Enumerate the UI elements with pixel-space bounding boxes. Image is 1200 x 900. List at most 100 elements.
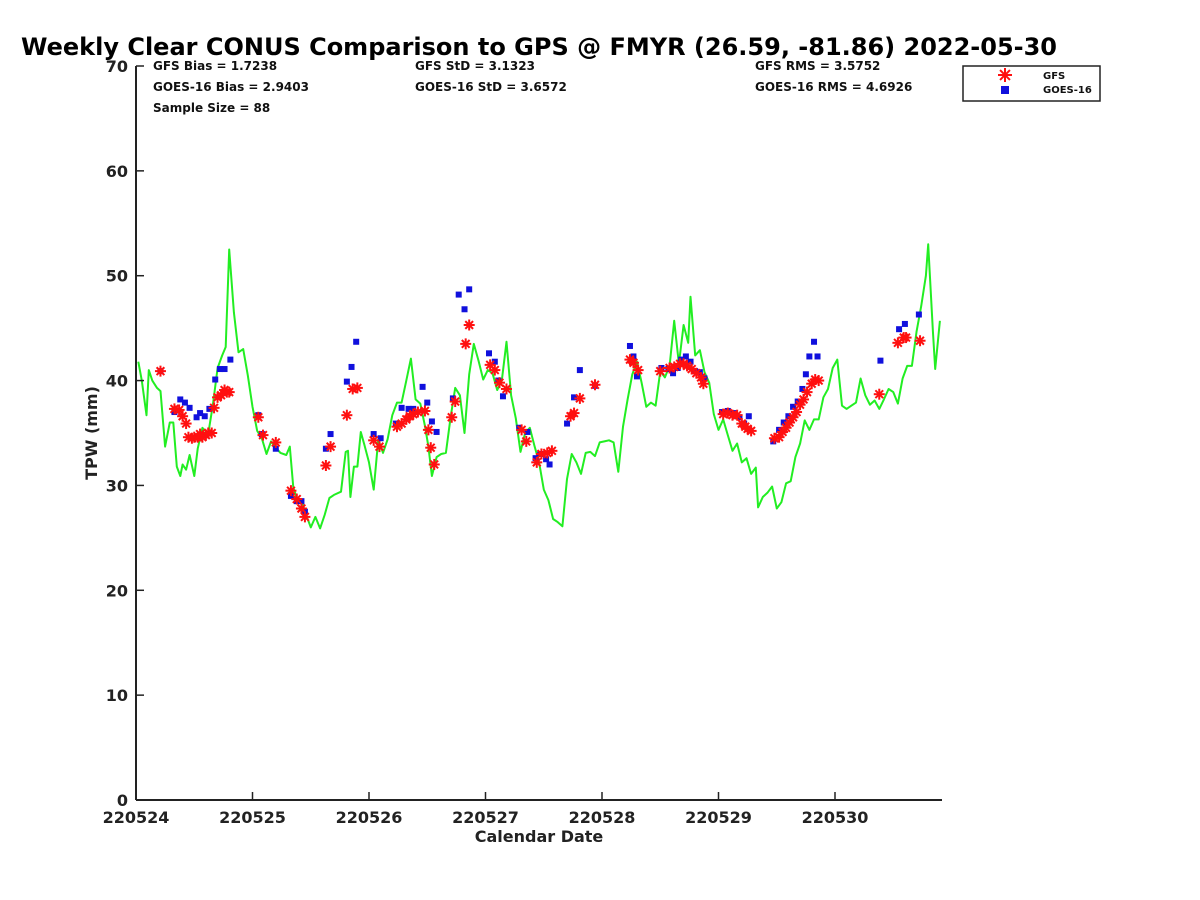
- goes-point: [785, 413, 792, 420]
- gfs-point: [419, 405, 431, 417]
- goes-point: [770, 438, 777, 445]
- goes-rms: GOES-16 RMS = 4.6926: [755, 80, 912, 94]
- goes-point: [206, 405, 213, 412]
- gfs-point: [632, 364, 644, 376]
- x-tick-label: 220524: [103, 808, 170, 827]
- x-tick-label: 220527: [452, 808, 519, 827]
- goes-bias: GOES-16 Bias = 2.9403: [153, 80, 309, 94]
- goes-point: [419, 383, 426, 390]
- legend-box: [962, 65, 1101, 102]
- goes-point: [499, 393, 506, 400]
- goes-point: [901, 320, 908, 327]
- goes-point: [212, 376, 219, 383]
- goes-point: [392, 420, 399, 427]
- gfs-point: [493, 377, 505, 389]
- gfs-point: [449, 396, 461, 408]
- goes-point: [799, 385, 806, 392]
- goes-point: [455, 291, 462, 298]
- legend-goes-marker: [1001, 86, 1009, 94]
- x-tick-label: 220525: [219, 808, 286, 827]
- gfs-point: [320, 460, 332, 472]
- gfs-point: [900, 332, 912, 344]
- goes-point: [674, 364, 681, 371]
- gfs-point: [516, 424, 528, 436]
- goes-point: [532, 455, 539, 462]
- goes-point: [466, 286, 473, 293]
- goes-point: [877, 357, 884, 364]
- goes-point: [370, 431, 377, 438]
- goes-point: [780, 419, 787, 426]
- goes-point: [658, 364, 665, 371]
- gfs-point: [341, 409, 353, 421]
- goes-point: [790, 403, 797, 410]
- goes-std: GOES-16 StD = 3.6572: [415, 80, 567, 94]
- sample-size: Sample Size = 88: [153, 101, 270, 115]
- gfs-point: [257, 429, 269, 441]
- x-tick-label: 220530: [802, 808, 869, 827]
- y-tick-label: 50: [106, 267, 128, 286]
- goes-point: [216, 366, 223, 373]
- goes-point: [564, 420, 571, 427]
- axes-layer: 0 10 20 30 40 50 60 70 220524 220525 220526 220527 2…: [103, 57, 942, 827]
- y-tick-label: 10: [106, 686, 128, 705]
- gfs-point: [154, 365, 166, 377]
- gfs-point: [546, 445, 558, 457]
- goes-point: [701, 375, 708, 382]
- goes-point: [298, 498, 305, 505]
- goes-point: [806, 353, 813, 360]
- x-axis-title: Calendar Date: [475, 827, 604, 846]
- goes-point: [896, 326, 903, 333]
- gfs-point: [295, 502, 307, 514]
- goes-point: [227, 356, 234, 363]
- goes-point: [745, 413, 752, 420]
- y-tick-label: 0: [117, 791, 128, 810]
- goes-point: [201, 413, 208, 420]
- gps-series-line: [137, 243, 941, 530]
- gfs-point: [500, 383, 512, 395]
- x-tick-label: 220528: [569, 808, 636, 827]
- goes-point: [193, 414, 200, 421]
- gfs-point: [351, 382, 363, 394]
- gfs-std: GFS StD = 3.1323: [415, 59, 535, 73]
- goes-point: [546, 461, 553, 468]
- gfs-point: [914, 335, 926, 347]
- chart-title: Weekly Clear CONUS Comparison to GPS @ F…: [21, 33, 1057, 61]
- gfs-point: [813, 375, 825, 387]
- goes-point: [272, 445, 279, 452]
- y-axis-title: TPW (mm): [82, 386, 101, 480]
- goes-point: [626, 342, 633, 349]
- goes-point: [491, 358, 498, 365]
- gfs-point: [873, 388, 885, 400]
- goes-point: [398, 404, 405, 411]
- gfs-point: [489, 364, 501, 376]
- x-tick-label: 220529: [685, 808, 752, 827]
- y-tick-label: 20: [106, 581, 128, 600]
- gfs-point: [422, 424, 434, 436]
- goes-point: [682, 353, 689, 360]
- y-tick-label: 30: [106, 476, 128, 495]
- gfs-point: [520, 435, 532, 447]
- gfs-point: [208, 402, 220, 414]
- goes-point: [327, 431, 334, 438]
- goes-point: [343, 378, 350, 385]
- y-tick-label: 40: [106, 372, 128, 391]
- x-tick-label: 220526: [336, 808, 403, 827]
- gfs-point: [745, 425, 757, 437]
- gfs-point: [428, 458, 440, 470]
- goes-point: [543, 456, 550, 463]
- goes-point: [461, 306, 468, 313]
- gfs-point: [446, 411, 458, 423]
- goes-point: [485, 350, 492, 357]
- legend-goes-square: [1001, 86, 1009, 94]
- goes-point: [433, 428, 440, 435]
- goes-point: [377, 435, 384, 442]
- y-tick-label: 70: [106, 57, 128, 76]
- legend-goes-label: GOES-16: [1043, 85, 1092, 96]
- goes-point: [670, 370, 677, 377]
- gfs-point: [463, 319, 475, 331]
- series-layer: [137, 243, 941, 530]
- gfs-point: [325, 441, 337, 453]
- gfs-point: [668, 361, 680, 373]
- legend-gfs-asterisk: [998, 68, 1012, 82]
